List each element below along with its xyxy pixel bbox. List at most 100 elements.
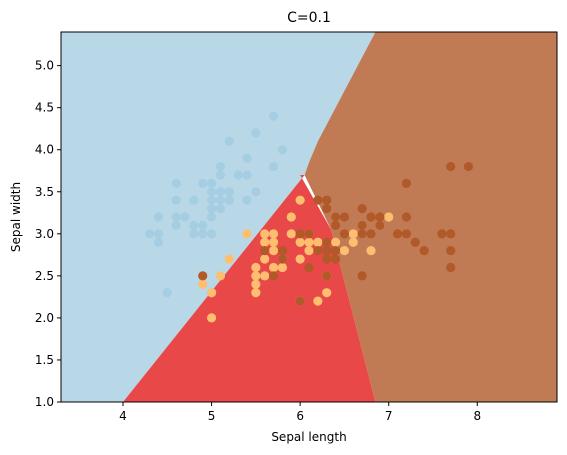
point-class-0	[215, 187, 226, 197]
point-class-1	[268, 237, 279, 247]
point-class-0	[189, 195, 199, 205]
point-class-2	[322, 271, 332, 281]
point-class-0	[162, 288, 172, 298]
point-class-2	[304, 262, 314, 273]
point-class-0	[215, 161, 226, 172]
point-class-2	[410, 237, 420, 247]
point-class-1	[295, 237, 305, 247]
point-class-1	[215, 271, 226, 281]
point-class-1	[251, 279, 261, 289]
point-class-2	[339, 212, 350, 222]
point-class-2	[401, 229, 412, 239]
point-class-1	[198, 279, 208, 289]
x-tick-label: 5	[208, 409, 216, 423]
point-class-2	[446, 229, 456, 239]
point-class-0	[268, 111, 279, 121]
point-class-2	[322, 237, 332, 247]
decision-regions	[61, 32, 557, 402]
point-class-1	[322, 288, 332, 298]
point-class-2	[419, 246, 429, 256]
point-class-2	[446, 262, 456, 273]
data-points	[144, 111, 474, 323]
point-class-1	[268, 246, 279, 256]
point-class-1	[313, 237, 323, 247]
y-tick-label: 1.0	[35, 395, 54, 409]
x-tick-label: 4	[119, 409, 127, 423]
point-class-2	[401, 178, 412, 188]
point-class-2	[357, 203, 367, 214]
point-class-0	[144, 229, 155, 239]
point-class-2	[446, 246, 456, 256]
point-class-0	[224, 136, 234, 146]
point-class-0	[224, 195, 234, 205]
point-class-0	[224, 187, 234, 197]
point-class-0	[215, 203, 226, 214]
point-class-1	[251, 262, 261, 273]
point-class-2	[357, 229, 367, 239]
point-class-0	[189, 220, 199, 231]
point-class-0	[206, 195, 217, 205]
point-class-1	[348, 237, 358, 247]
point-class-0	[268, 161, 279, 172]
point-class-1	[251, 288, 261, 298]
point-class-2	[277, 246, 288, 256]
point-class-2	[277, 254, 288, 264]
point-class-2	[392, 229, 403, 239]
point-class-0	[171, 195, 181, 205]
point-class-1	[268, 262, 279, 273]
point-class-1	[268, 229, 279, 239]
point-class-1	[260, 271, 270, 281]
point-class-0	[153, 229, 164, 239]
y-tick-label: 2.5	[35, 269, 54, 283]
point-class-0	[153, 237, 164, 247]
point-class-0	[206, 229, 217, 239]
point-class-0	[215, 170, 226, 180]
x-tick-label: 7	[385, 409, 393, 423]
point-class-0	[242, 153, 252, 163]
point-class-2	[313, 195, 323, 205]
point-class-1	[295, 254, 305, 264]
point-class-2	[339, 229, 350, 239]
point-class-2	[260, 246, 270, 256]
point-class-1	[206, 313, 217, 323]
point-class-2	[366, 229, 376, 239]
point-class-0	[206, 212, 217, 222]
point-class-1	[313, 296, 323, 306]
point-class-2	[304, 229, 314, 239]
point-class-1	[304, 237, 314, 247]
point-class-1	[224, 254, 234, 264]
point-class-0	[153, 212, 164, 222]
point-class-1	[260, 254, 270, 264]
point-class-2	[322, 203, 332, 214]
point-class-0	[251, 128, 261, 138]
point-class-2	[375, 220, 385, 231]
point-class-2	[357, 220, 367, 231]
y-axis: 1.0 1.5 2.0 2.5 3.0 3.5 4.0 4.5 5.0	[35, 59, 61, 409]
x-axis-label: Sepal length	[271, 430, 346, 444]
point-class-2	[330, 246, 341, 256]
point-class-0	[198, 220, 208, 231]
point-class-0	[180, 212, 190, 222]
x-tick-label: 8	[473, 409, 481, 423]
point-class-2	[463, 161, 474, 172]
point-class-1	[304, 246, 314, 256]
point-class-2	[322, 254, 332, 264]
point-class-2	[401, 212, 412, 222]
point-class-1	[384, 212, 394, 222]
point-class-0	[215, 195, 226, 205]
plot-frame	[60, 31, 558, 403]
point-class-0	[171, 212, 181, 222]
point-class-1	[251, 271, 261, 281]
point-class-2	[446, 161, 456, 172]
region-class-0	[61, 32, 376, 402]
point-class-0	[171, 220, 181, 231]
region-class-2	[304, 32, 557, 402]
y-tick-label: 3.0	[35, 227, 54, 241]
point-class-0	[242, 170, 252, 180]
y-tick-label: 3.5	[35, 185, 54, 199]
point-class-2	[437, 229, 447, 239]
point-class-1	[330, 237, 341, 247]
point-class-2	[322, 195, 332, 205]
point-class-1	[295, 195, 305, 205]
